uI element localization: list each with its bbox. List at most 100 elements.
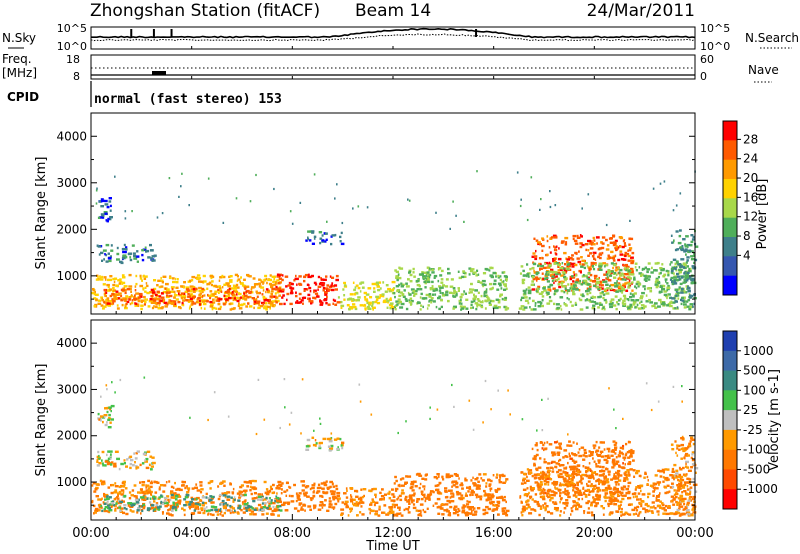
data-cell [214,508,218,512]
data-cell [432,504,435,507]
data-cell [635,269,638,272]
data-cell [188,503,192,506]
data-cell [652,486,656,489]
data-cell [461,275,465,279]
data-cell [681,513,684,516]
data-cell [594,263,597,266]
data-cell [682,262,686,265]
data-cell [608,499,611,502]
data-cell [647,492,651,496]
data-cell [553,507,556,510]
data-cell [345,487,348,490]
data-cell [225,298,229,301]
data-cell [409,297,413,300]
data-cell [391,509,393,512]
data-cell [569,262,574,266]
data-cell [417,301,420,304]
data-cell [96,509,99,512]
data-cell [660,301,662,304]
data-cell [689,440,692,443]
data-cell [219,276,223,279]
data-cell [481,283,485,286]
data-cell [563,269,568,272]
data-cell [440,305,443,309]
data-cell [156,506,161,509]
data-cell [226,504,229,507]
data-cell [488,498,493,501]
data-cell [646,475,649,479]
data-cell [211,501,215,504]
data-cell [267,500,271,503]
data-cell [670,276,674,280]
data-cell [598,474,602,477]
data-cell [139,295,143,298]
data-cell [563,480,566,483]
data-cell [125,512,129,516]
data-cell [539,483,543,486]
data-cell [170,496,174,499]
data-cell [103,502,107,505]
data-cell [424,286,427,289]
data-cell [546,475,550,478]
data-cell [375,298,379,301]
data-cell [219,503,222,506]
data-cell [616,499,619,502]
data-cell [686,503,690,506]
data-cell [523,472,527,476]
data-cell [109,216,113,219]
data-cell [340,242,345,246]
data-cell [110,502,114,505]
data-cell [645,502,648,506]
data-cell [676,503,679,506]
data-cell [200,488,204,491]
data-cell [564,473,568,477]
data-cell [605,301,608,304]
data-cell [160,500,163,504]
data-cell [139,496,143,499]
data-cell [112,289,117,292]
data-cell [614,283,617,287]
data-cell [455,510,459,514]
data-cell [593,301,597,304]
data-cell [312,504,317,507]
data-cell [210,505,215,508]
data-cell [481,479,485,482]
data-cell [615,262,618,265]
data-cell [589,273,593,277]
data-cell [157,279,161,282]
data-cell [107,426,112,429]
data-cell [242,297,245,300]
data-cell [341,441,345,444]
data-cell [109,456,112,459]
data-cell [158,486,161,489]
data-cell [565,455,569,458]
data-cell [277,289,280,292]
data-cell [536,287,539,290]
data-cell [564,289,568,292]
data-cell [173,506,177,509]
power-y-axis-title: Slant Range [km] [34,157,49,270]
data-cell [163,496,168,500]
data-cell [543,473,548,476]
data-cell [522,269,525,273]
data-cell [230,296,234,300]
data-cell [687,511,691,514]
data-cell [471,513,476,516]
data-cell [200,295,203,298]
data-cell [546,510,550,514]
data-cell [257,300,261,303]
data-cell [472,297,476,301]
data-cell [140,512,142,515]
data-cell [678,482,682,486]
data-cell [216,299,220,302]
data-cell [448,501,452,504]
data-cell [547,483,550,486]
data-cell [358,383,361,386]
data-cell [445,291,449,294]
data-cell [543,492,545,495]
data-cell [682,296,686,299]
data-cell [546,239,549,243]
data-cell [474,295,477,299]
data-cell [117,297,120,300]
data-cell [100,304,104,307]
